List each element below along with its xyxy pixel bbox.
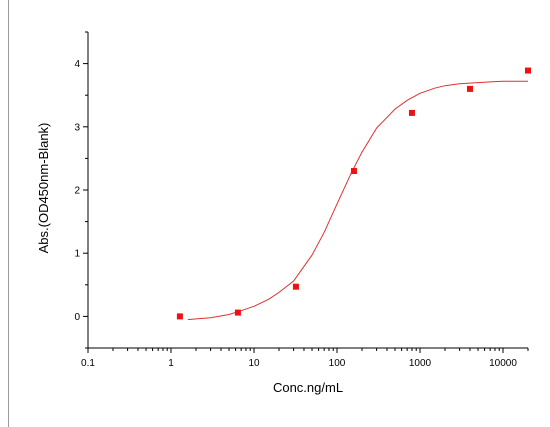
y-tick-label: 3 — [74, 122, 80, 133]
data-point — [350, 168, 357, 175]
y-tick-label: 0 — [74, 312, 80, 323]
data-point — [408, 109, 415, 116]
x-tick-label: 10000 — [489, 358, 517, 369]
frame-border-left — [8, 0, 9, 427]
data-points — [176, 67, 531, 320]
x-axis-label: Conc.ng/mL — [273, 380, 343, 395]
data-point — [176, 313, 183, 320]
x-tick-label: 0.1 — [81, 358, 95, 369]
x-ticks: 0.1 1 10 100 1000 10000 — [81, 348, 529, 369]
x-tick-label: 1000 — [409, 358, 432, 369]
data-point — [466, 85, 473, 92]
y-tick-label: 4 — [74, 59, 80, 70]
fit-curve — [187, 80, 528, 321]
y-axis-label: Abs.(OD450nm-Blank) — [36, 123, 51, 254]
data-point — [234, 309, 241, 316]
x-tick-label: 10 — [248, 358, 260, 369]
data-point — [525, 67, 531, 74]
data-point — [292, 283, 299, 290]
y-tick-label: 1 — [74, 249, 80, 260]
axes — [87, 32, 528, 349]
x-tick-label: 1 — [168, 358, 174, 369]
x-tick-label: 100 — [329, 358, 346, 369]
y-ticks: 0 1 2 3 4 — [74, 31, 88, 349]
y-tick-label: 2 — [74, 186, 80, 197]
